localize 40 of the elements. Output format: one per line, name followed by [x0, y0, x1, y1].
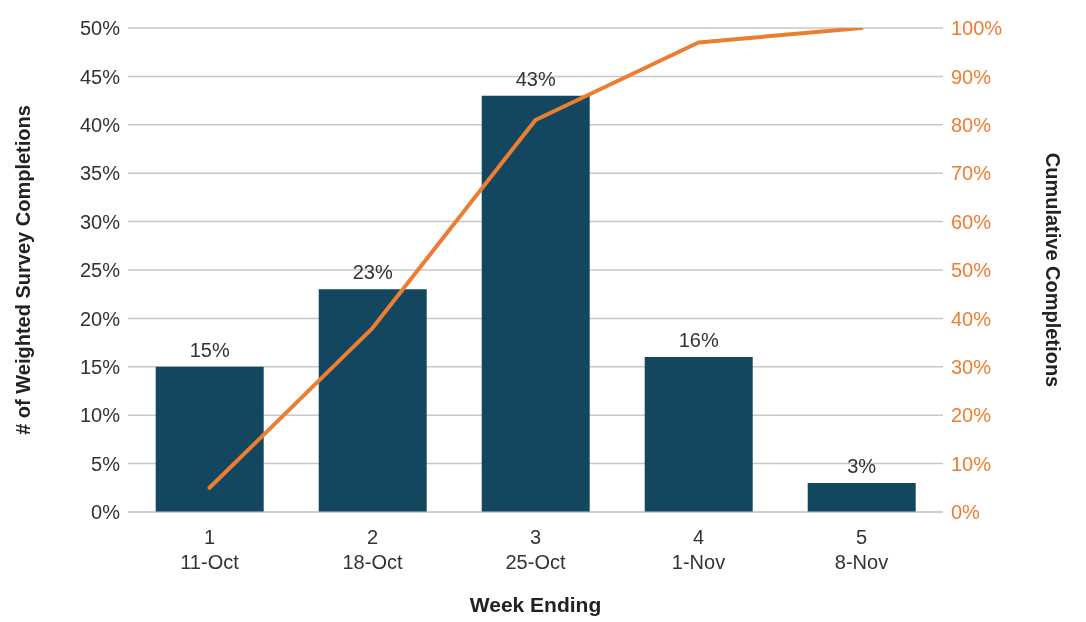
y2-tick-label: 60% — [951, 210, 992, 233]
x-tick-label: 2 18-Oct — [342, 526, 403, 573]
y2-axis-title: Cumulative Completions — [1041, 152, 1064, 388]
y-tick-label: 40% — [79, 113, 121, 136]
data-label: 16% — [678, 329, 719, 352]
x-tick-label: 1 11-Oct — [180, 526, 240, 573]
x-tick-label: 5 8-Nov — [834, 526, 889, 573]
y-axis-title: # of Weighted Survey Completions — [12, 105, 35, 435]
y2-tick-label: 50% — [951, 259, 992, 282]
y-tick-label: 0% — [91, 501, 121, 524]
x-tick-label: 4 1-Nov — [671, 526, 726, 573]
y-tick-label: 15% — [79, 355, 121, 378]
y2-tick-label: 100% — [951, 17, 1003, 40]
y2-tick-label: 70% — [951, 162, 992, 185]
x-axis-title: Week Ending — [469, 593, 602, 616]
y-tick-label: 20% — [79, 307, 121, 330]
y2-tick-label: 90% — [951, 65, 992, 88]
y-tick-label: 10% — [79, 404, 121, 427]
y-tick-label: 50% — [79, 17, 121, 40]
y2-tick-label: 20% — [951, 404, 992, 427]
data-label: 43% — [515, 67, 556, 90]
data-label: 15% — [189, 338, 230, 361]
bar — [807, 482, 916, 512]
x-tick-label: 3 25-Oct — [505, 526, 566, 573]
y2-tick-label: 0% — [951, 501, 981, 524]
y-tick-label: 5% — [91, 452, 121, 475]
bar — [644, 357, 753, 512]
data-label: 23% — [352, 261, 393, 284]
data-label: 3% — [847, 454, 877, 477]
y2-tick-label: 10% — [951, 452, 992, 475]
y-tick-label: 25% — [79, 259, 121, 282]
y2-tick-label: 80% — [951, 113, 992, 136]
y2-tick-label: 30% — [951, 355, 992, 378]
bar — [318, 289, 427, 512]
y-tick-label: 45% — [79, 65, 121, 88]
bar — [481, 95, 590, 512]
y-tick-label: 30% — [79, 210, 121, 233]
y2-tick-label: 40% — [951, 307, 992, 330]
y-tick-label: 35% — [79, 162, 121, 185]
bar — [155, 366, 264, 512]
